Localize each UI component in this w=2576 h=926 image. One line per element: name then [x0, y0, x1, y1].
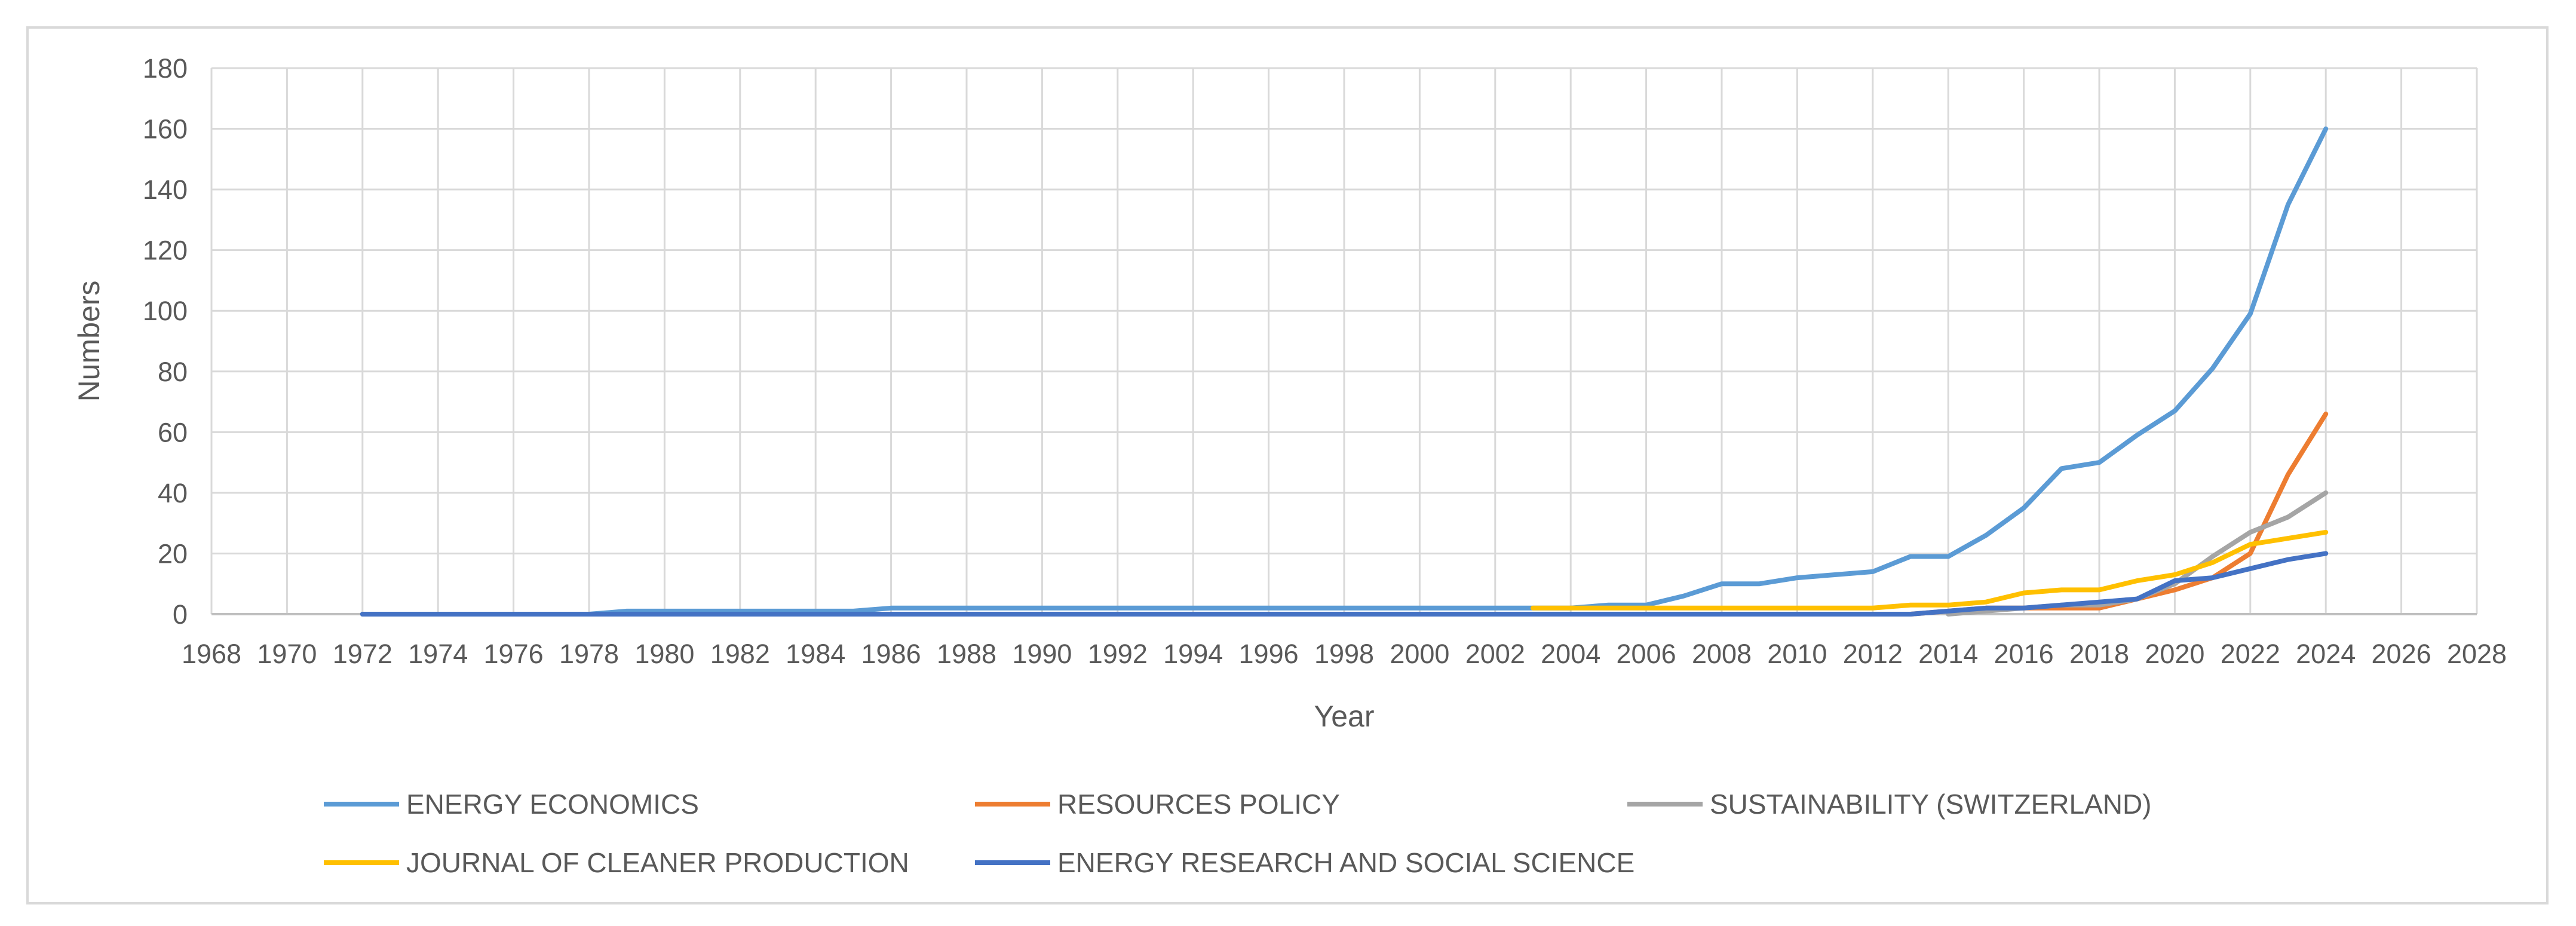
x-tick-label: 1974: [408, 639, 468, 669]
legend-label: ENERGY ECONOMICS: [406, 789, 699, 820]
x-tick-label: 2018: [2069, 639, 2129, 669]
x-tick-label: 1998: [1314, 639, 1374, 669]
series-line-4: [1531, 529, 2329, 611]
x-tick-label: 2000: [1390, 639, 1449, 669]
x-tick-label: 1984: [786, 639, 845, 669]
x-tick-label: 2002: [1465, 639, 1525, 669]
x-tick-label: 2016: [1994, 639, 2054, 669]
series-line-5: [360, 551, 2329, 617]
line-chart: 1968 1970 1972 1974 1976 1978 1980 1982 1984 1986…: [72, 53, 2507, 878]
y-tick-label: 60: [158, 417, 188, 447]
y-tick-label: 180: [143, 53, 188, 84]
legend: ENERGY ECONOMICS RESOURCES POLICY SUSTAINA…: [324, 789, 2152, 878]
y-tick-label: 20: [158, 538, 188, 569]
x-tick-label: 2020: [2145, 639, 2204, 669]
x-tick-label: 1996: [1239, 639, 1299, 669]
x-axis-title: Year: [1314, 700, 1374, 733]
x-tick-label: 1972: [333, 639, 392, 669]
legend-label: ENERGY RESEARCH AND SOCIAL SCIENCE: [1057, 847, 1634, 878]
legend-label: SUSTAINABILITY (SWITZERLAND): [1710, 789, 2152, 820]
x-tick-label: 2014: [1918, 639, 1978, 669]
x-tick-label: 1990: [1012, 639, 1072, 669]
x-tick-label: 2012: [1843, 639, 1903, 669]
y-tick-label: 40: [158, 478, 188, 508]
x-tick-label: 1992: [1088, 639, 1148, 669]
x-tick-label: 1980: [634, 639, 694, 669]
chart-container: 1968 1970 1972 1974 1976 1978 1980 1982 1984 1986…: [26, 26, 2549, 904]
x-tick-label: 2004: [1541, 639, 1600, 669]
legend-label: RESOURCES POLICY: [1057, 789, 1340, 820]
y-tick-label: 100: [143, 296, 188, 326]
x-tick-label: 2010: [1767, 639, 1827, 669]
series-line-2: [1795, 411, 2329, 617]
y-axis-ticks: 0 20 40 60 80 100 120 140 160 180: [143, 53, 188, 630]
x-tick-label: 1976: [484, 639, 544, 669]
y-tick-label: 140: [143, 174, 188, 205]
grid: [210, 67, 2478, 614]
x-tick-label: 2008: [1692, 639, 1752, 669]
x-tick-label: 1970: [257, 639, 317, 669]
y-axis-title: Numbers: [72, 281, 106, 402]
y-tick-label: 80: [158, 357, 188, 387]
x-tick-label: 1988: [937, 639, 996, 669]
y-tick-label: 120: [143, 235, 188, 266]
legend-label: JOURNAL OF CLEANER PRODUCTION: [406, 847, 909, 878]
y-tick-label: 0: [173, 599, 188, 630]
series-line-1: [360, 126, 2329, 617]
x-tick-label: 2028: [2447, 639, 2507, 669]
series-lines: [360, 126, 2329, 617]
x-tick-label: 2026: [2372, 639, 2431, 669]
x-tick-label: 2006: [1617, 639, 1676, 669]
x-tick-label: 1982: [710, 639, 770, 669]
x-tick-label: 2024: [2296, 639, 2356, 669]
x-tick-label: 1978: [559, 639, 619, 669]
y-tick-label: 160: [143, 114, 188, 145]
x-axis-ticks: 1968 1970 1972 1974 1976 1978 1980 1982 1984 1986…: [182, 639, 2507, 669]
x-tick-label: 1968: [182, 639, 241, 669]
x-tick-label: 1986: [861, 639, 921, 669]
x-tick-label: 2022: [2221, 639, 2280, 669]
x-tick-label: 1994: [1163, 639, 1223, 669]
